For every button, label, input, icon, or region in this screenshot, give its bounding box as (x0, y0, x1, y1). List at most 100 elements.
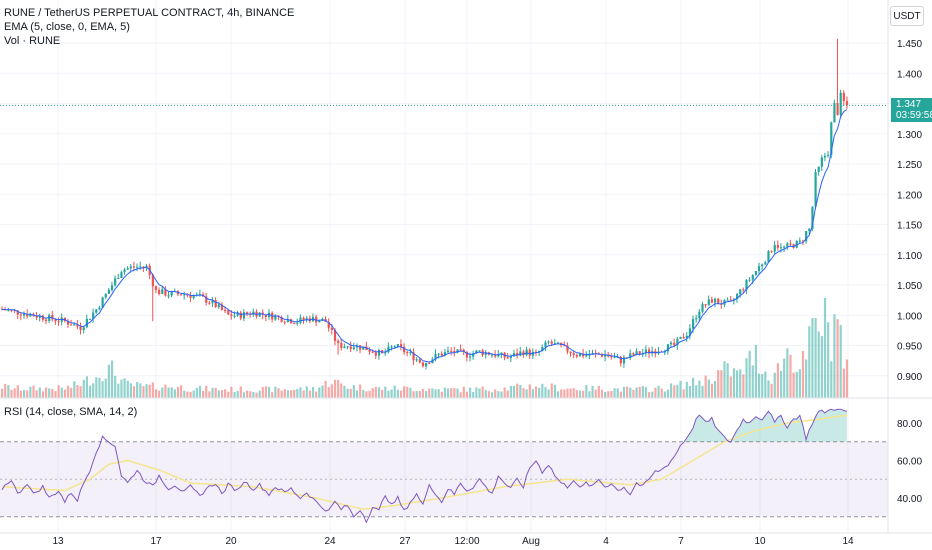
volume-bar (622, 386, 626, 398)
candle-body (783, 246, 786, 248)
volume-bar (224, 389, 227, 398)
volume-bar (544, 387, 547, 398)
candle-body (296, 322, 299, 324)
volume-bar (349, 388, 352, 398)
candle-body (371, 351, 374, 353)
volume-bar (208, 391, 211, 398)
volume-bar (403, 386, 406, 398)
volume-bar (490, 392, 494, 398)
volume-bar (547, 389, 550, 398)
volume-bar (32, 385, 35, 398)
candle-body (280, 316, 283, 322)
candle-body (475, 350, 478, 354)
volume-bar (673, 385, 676, 398)
candle-body (443, 352, 447, 356)
volume-bar (487, 391, 491, 398)
volume-bar (494, 389, 497, 398)
candle-body (644, 349, 648, 353)
volume-bar (648, 392, 651, 398)
price-tick-label: 0.950 (897, 342, 922, 353)
volume-bar (180, 385, 183, 398)
candle-body (773, 244, 776, 252)
candle-body (327, 321, 330, 328)
candle-body (95, 309, 98, 313)
candle-body (340, 342, 343, 348)
candle-body (154, 286, 158, 290)
candle-body (563, 345, 566, 347)
volume-bar (481, 386, 484, 398)
volume-bar (258, 390, 261, 398)
volume-bar (767, 380, 770, 398)
volume-bar (92, 383, 95, 398)
volume-bar (365, 391, 368, 398)
candle-body (29, 314, 32, 317)
candle-body (236, 312, 239, 316)
volume-bar (299, 387, 302, 398)
candle-body (754, 271, 758, 275)
candle-body (836, 103, 839, 115)
volume-bar (707, 379, 710, 398)
candle-body (817, 166, 820, 172)
candle-body (227, 310, 230, 315)
volume-bar (296, 388, 299, 398)
volume-bar (192, 390, 195, 398)
candle-body (120, 272, 123, 278)
volume-bar (695, 385, 698, 398)
candle-body (767, 251, 770, 263)
main-legend: RUNE / TetherUS PERPETUAL CONTRACT, 4h, … (4, 6, 294, 48)
candle-body (16, 310, 19, 315)
candle-body (114, 278, 117, 286)
volume-bar (801, 351, 805, 398)
candle-body (735, 294, 739, 300)
volume-bar (57, 385, 60, 398)
rsi-tick-label: 80.00 (897, 419, 922, 430)
volume-bar (136, 382, 139, 398)
volume-bar (26, 390, 29, 398)
volume-bar (698, 380, 701, 398)
currency-button[interactable]: USDT (890, 6, 924, 26)
candle-body (208, 302, 211, 304)
candle-body (635, 351, 638, 355)
volume-bar (333, 379, 337, 398)
candle-body (132, 266, 136, 268)
volume-bar (566, 388, 569, 398)
price-tick-label: 1.150 (897, 221, 922, 232)
volume-bar (374, 386, 377, 398)
volume-bar (459, 392, 462, 398)
candle-body (811, 206, 814, 229)
volume-bar (79, 386, 82, 398)
candle-body (670, 342, 673, 345)
volume-bar (161, 387, 164, 398)
volume-bar (148, 384, 151, 398)
candle-body (428, 362, 431, 364)
volume-bar (202, 390, 205, 398)
candle-body (170, 291, 173, 296)
candle-body (362, 346, 365, 350)
volume-bar (572, 388, 575, 398)
volume-bar (352, 385, 355, 398)
volume-bar (29, 386, 32, 398)
volume-bar (538, 387, 541, 398)
volume-bar (553, 384, 556, 398)
candle-body (682, 336, 685, 339)
candle-body (588, 354, 591, 356)
volume-bar (776, 363, 779, 398)
candle-body (585, 354, 588, 357)
candle-body (406, 352, 409, 354)
candle-body (7, 309, 10, 311)
candle-body (827, 154, 830, 156)
rsi-tick-label: 40.00 (897, 494, 922, 505)
volume-bar (691, 377, 695, 398)
volume-bar (594, 389, 597, 398)
volume-bar (773, 372, 776, 398)
candle-body (48, 314, 51, 321)
candle-body (384, 352, 387, 354)
candle-body (302, 317, 305, 321)
candle-body (610, 356, 613, 358)
volume-bar (789, 354, 792, 398)
candle-body (465, 351, 469, 358)
candle-body (186, 294, 189, 296)
volume-bar (176, 386, 180, 398)
volume-bar (38, 387, 41, 398)
